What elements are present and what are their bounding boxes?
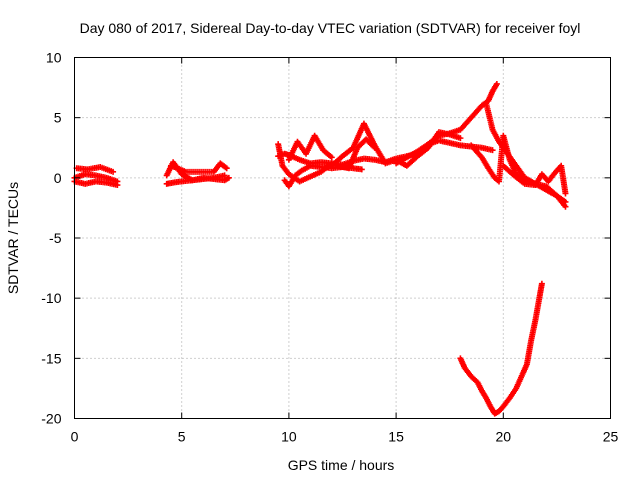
axis-ticks: 0 5 10 15 20 25 -20 -15 -10 -5 0 5 10 xyxy=(41,50,618,445)
series-foyl-f xyxy=(167,160,230,175)
data-point xyxy=(489,147,496,154)
data-point xyxy=(371,144,378,151)
x-tick-label: 25 xyxy=(603,429,619,445)
series-foyl-l xyxy=(333,136,378,172)
series-foyl-m xyxy=(393,80,500,167)
data-point xyxy=(538,280,545,287)
data-point xyxy=(493,80,500,87)
data-point xyxy=(225,174,232,181)
data-point xyxy=(110,168,117,175)
data-point xyxy=(221,172,228,179)
series-foyl-q xyxy=(457,280,545,417)
y-tick-label: 10 xyxy=(46,50,62,66)
data-point xyxy=(562,190,569,197)
data-point xyxy=(114,182,121,189)
chart-title: Day 080 of 2017, Sidereal Day-to-day VTE… xyxy=(80,20,581,36)
x-tick-label: 15 xyxy=(388,429,404,445)
data-point xyxy=(358,166,365,173)
x-tick-label: 10 xyxy=(281,429,297,445)
series-foyl-p xyxy=(500,162,569,197)
y-tick-label: -5 xyxy=(49,230,62,246)
series-foyl-b xyxy=(71,178,121,189)
y-axis-label: SDTVAR / TECUs xyxy=(5,182,21,294)
data-points xyxy=(71,80,569,417)
y-tick-label: 5 xyxy=(54,110,62,126)
series-foyl-a xyxy=(71,171,121,185)
data-point xyxy=(328,154,335,161)
x-axis-label: GPS time / hours xyxy=(288,457,395,473)
grid xyxy=(74,57,611,419)
series-foyl-o xyxy=(483,100,569,205)
data-point xyxy=(457,135,464,142)
series-foyl-c xyxy=(73,164,117,175)
data-point xyxy=(223,165,230,172)
series-foyl-j xyxy=(285,132,335,163)
x-tick-label: 5 xyxy=(178,429,186,445)
series-foyl-e xyxy=(163,172,228,187)
data-point xyxy=(562,198,569,205)
y-tick-label: -10 xyxy=(41,290,61,306)
y-tick-label: -15 xyxy=(41,350,61,366)
y-tick-label: -20 xyxy=(41,411,61,427)
y-tick-label: 0 xyxy=(54,170,62,186)
x-tick-label: 0 xyxy=(71,429,79,445)
x-tick-label: 20 xyxy=(496,429,512,445)
